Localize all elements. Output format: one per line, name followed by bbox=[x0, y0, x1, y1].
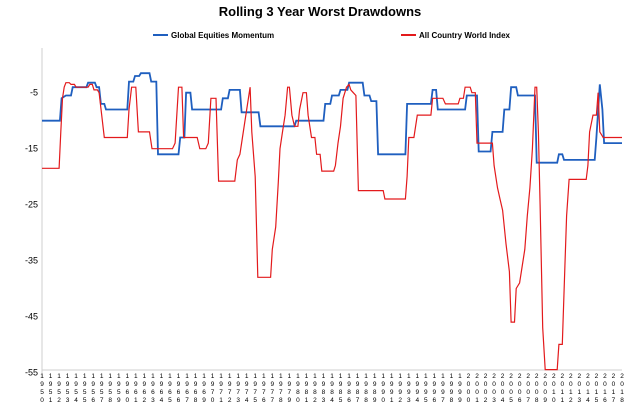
legend-label-global-equities-momentum: Global Equities Momentum bbox=[171, 31, 274, 40]
series-line-global-equities-momentum bbox=[42, 72, 622, 164]
y-axis-ticks: -5 -15 -25 -35 -45 -55 bbox=[25, 88, 38, 378]
legend-label-all-country-world-index: All Country World Index bbox=[419, 31, 511, 40]
y-tick-label: -25 bbox=[25, 200, 38, 210]
y-tick-label: -45 bbox=[25, 311, 38, 321]
x-axis-ticks: 1 9 5 0 1 9 5 1 1 9 5 2 1 9 5 3 1 9 5 4 1 9 5 5 1 9 5 6 1 9 5 7 1 9 5 8 1 9 5 9… bbox=[40, 373, 624, 404]
series-line-all-country-world-index bbox=[42, 82, 622, 371]
y-tick-label: -35 bbox=[25, 256, 38, 266]
chart-title: Rolling 3 Year Worst Drawdowns bbox=[219, 4, 422, 19]
legend: Global Equities Momentum All Country Wor… bbox=[153, 31, 511, 40]
y-tick-label: -55 bbox=[25, 367, 38, 377]
series-layer bbox=[42, 72, 622, 371]
y-tick-label: -15 bbox=[25, 144, 38, 154]
y-tick-label: -5 bbox=[30, 88, 38, 98]
